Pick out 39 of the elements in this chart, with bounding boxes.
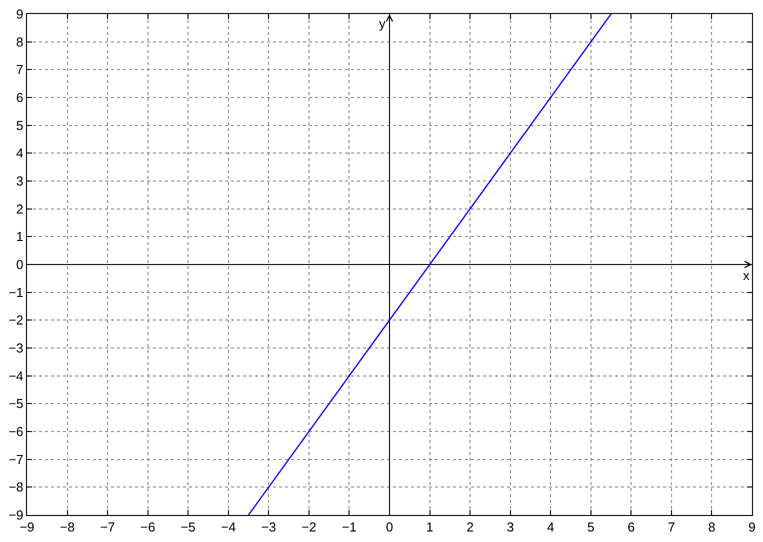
- y-tick-label: −3: [8, 340, 24, 356]
- x-tick-label: 9: [748, 520, 756, 535]
- x-tick-label: 2: [466, 520, 474, 535]
- y-tick-label: −2: [8, 312, 24, 328]
- y-tick-label: 4: [16, 146, 24, 161]
- x-tick-label: 6: [628, 520, 635, 535]
- y-tick-label: 9: [16, 6, 24, 22]
- x-tick-label: 0: [386, 520, 394, 535]
- y-tick-label: 1: [16, 229, 24, 244]
- y-tick-label: 6: [16, 90, 24, 106]
- y-tick-label: 8: [16, 34, 24, 50]
- y-tick-label: 3: [16, 174, 24, 189]
- y-axis-title: y: [379, 16, 386, 31]
- x-tick-label: 7: [668, 520, 676, 535]
- x-tick-label: −8: [60, 520, 75, 535]
- x-tick-label: 1: [426, 520, 434, 535]
- x-tick-label: 3: [506, 520, 514, 535]
- y-tick-label: 0: [16, 257, 24, 272]
- y-tick-label: −4: [8, 368, 24, 384]
- x-tick-label: 8: [708, 520, 716, 535]
- x-tick-label: −1: [342, 520, 357, 535]
- y-tick-label: 2: [16, 201, 24, 216]
- x-tick-label: −3: [261, 520, 276, 535]
- x-tick-label: −2: [302, 520, 316, 535]
- x-tick-label: −6: [140, 520, 156, 535]
- y-tick-label: −9: [8, 508, 24, 523]
- y-tick-label: −7: [8, 452, 24, 467]
- x-tick-label: 5: [587, 520, 595, 535]
- y-tick-label: −5: [8, 396, 24, 412]
- y-tick-label: −6: [8, 424, 24, 440]
- x-tick-label: 4: [546, 520, 554, 535]
- x-tick-label: −7: [100, 520, 115, 535]
- y-tick-label: 7: [16, 62, 24, 78]
- y-tick-label: 5: [16, 118, 24, 133]
- x-tick-label: −4: [220, 520, 236, 535]
- y-tick-label: −8: [8, 480, 24, 495]
- x-axis-title: x: [743, 268, 750, 283]
- y-tick-label: −1: [8, 284, 24, 300]
- x-tick-label: −5: [180, 520, 196, 535]
